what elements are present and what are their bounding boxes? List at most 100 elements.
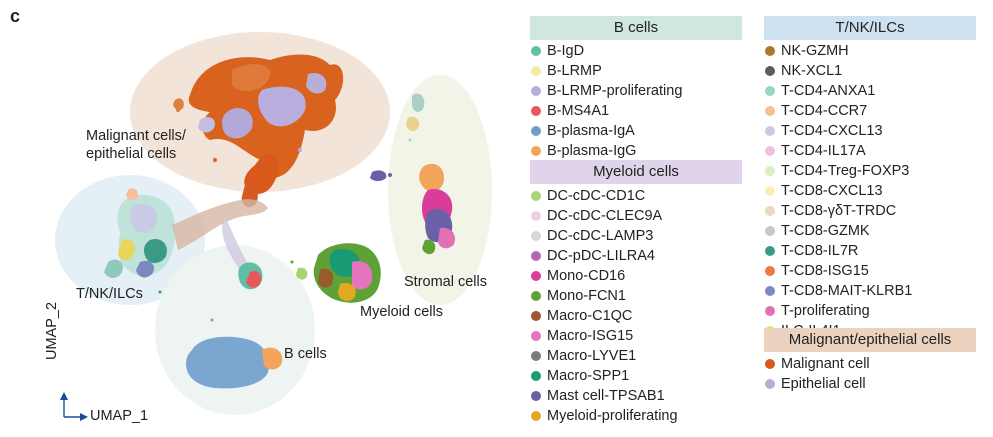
legend-item: DC-cDC-LAMP3 (531, 226, 653, 246)
legend-dot (765, 306, 775, 316)
legend-item: DC-cDC-CLEC9A (531, 206, 662, 226)
legend-item: Malignant cell (765, 354, 870, 374)
legend-dot (765, 66, 775, 76)
legend-item-label: B-LRMP-proliferating (547, 83, 683, 99)
legend-dot (765, 186, 775, 196)
legend-item-label: T-CD8-γδT-TRDC (781, 203, 897, 219)
legend-item-label: DC-cDC-LAMP3 (547, 228, 654, 244)
legend-item: NK-GZMH (765, 41, 849, 61)
legend-item-label: Macro-ISG15 (547, 328, 634, 344)
legend-dot (531, 106, 541, 116)
legend-item-label: Macro-C1QC (547, 308, 633, 324)
legend-item-label: T-CD8-GZMK (781, 223, 870, 239)
legend-item-label: T-CD4-Treg-FOXP3 (781, 163, 910, 179)
legend-item-label: DC-cDC-CLEC9A (547, 208, 663, 224)
legend-item-label: B-LRMP (547, 63, 602, 79)
legend-dot (765, 166, 775, 176)
legend-dot (531, 351, 541, 361)
stromal-cluster (370, 93, 456, 255)
legend-header-tnk-ilcs: T/NK/ILCs (764, 16, 976, 40)
legend-item: T-CD4-Treg-FOXP3 (765, 161, 909, 181)
legend-item-label: T-CD4-IL17A (781, 143, 866, 159)
legend-dot (531, 211, 541, 221)
legend-item-label: DC-cDC-CD1C (547, 188, 646, 204)
tnk-cluster (104, 188, 176, 278)
legend-dot (531, 231, 541, 241)
legend-item: T-CD8-GZMK (765, 221, 870, 241)
legend-item: T-CD8-IL7R (765, 241, 858, 261)
legend-item: B-LRMP (531, 61, 602, 81)
legend-item-label: T-CD4-ANXA1 (781, 83, 876, 99)
legend-dot (765, 146, 775, 156)
legend-header-myeloid-cells: Myeloid cells (530, 160, 742, 184)
legend-dot (531, 411, 541, 421)
legend-dot (765, 379, 775, 389)
legend-item-label: Macro-LYVE1 (547, 348, 637, 364)
legend-item: Epithelial cell (765, 374, 866, 394)
legend-item: T-CD4-CXCL13 (765, 121, 883, 141)
legend-dot (765, 46, 775, 56)
legend-dot (531, 391, 541, 401)
legend-dot (531, 311, 541, 321)
legend-item: B-LRMP-proliferating (531, 81, 682, 101)
legend-item-label: Mono-FCN1 (547, 288, 626, 304)
legend-item-label: Malignant cell (781, 356, 870, 372)
legend-dot (531, 126, 541, 136)
legend-item: Mast cell-TPSAB1 (531, 386, 665, 406)
umap-x-axis-label: UMAP_1 (90, 408, 149, 424)
cluster-label-stromal: Stromal cells (404, 274, 487, 290)
legend-item-label: NK-GZMH (781, 43, 849, 59)
cluster-label-b-cells: B cells (284, 346, 327, 362)
legend-item: B-plasma-IgA (531, 121, 635, 141)
legend-dot (531, 191, 541, 201)
legend-dot (765, 206, 775, 216)
legend-item: Mono-FCN1 (531, 286, 626, 306)
legend-item: T-CD8-MAIT-KLRB1 (765, 281, 912, 301)
bridge (172, 199, 268, 250)
legend-item-label: B-plasma-IgA (547, 123, 635, 139)
legend-dot (765, 286, 775, 296)
legend-dot (531, 86, 541, 96)
legend-dot (531, 331, 541, 341)
legend-item: T-CD4-CCR7 (765, 101, 867, 121)
umap-y-axis-label: UMAP_2 (44, 301, 60, 360)
legend-dot (531, 271, 541, 281)
legend-dot (765, 226, 775, 236)
legend-item: Macro-ISG15 (531, 326, 633, 346)
legend-dot (531, 251, 541, 261)
legend-item: T-CD4-ANXA1 (765, 81, 875, 101)
bcell-halo (155, 245, 315, 415)
myeloid-cluster (296, 243, 381, 303)
legend-item: B-MS4A1 (531, 101, 609, 121)
legend-item-label: T-CD4-CXCL13 (781, 123, 883, 139)
legend-dot (765, 246, 775, 256)
legend-item-label: Mono-CD16 (547, 268, 626, 284)
legend-item: DC-cDC-CD1C (531, 186, 645, 206)
bcell-cluster (186, 262, 283, 389)
legend-dot (531, 46, 541, 56)
legend-item: Macro-LYVE1 (531, 346, 636, 366)
legend-item-label: T-CD8-IL7R (781, 243, 859, 259)
legend-item: T-CD8-ISG15 (765, 261, 869, 281)
cluster-label-myeloid: Myeloid cells (360, 304, 443, 320)
legend-item-label: NK-XCL1 (781, 63, 843, 79)
umap-axes (60, 392, 88, 421)
legend-item: Myeloid-proliferating (531, 406, 678, 426)
legend-item: T-CD4-IL17A (765, 141, 866, 161)
legend-item: DC-pDC-LILRA4 (531, 246, 655, 266)
umap-plot (55, 32, 492, 421)
legend-item-label: Epithelial cell (781, 376, 866, 392)
legend-item-label: Myeloid-proliferating (547, 408, 678, 424)
legend-item: T-proliferating (765, 301, 870, 321)
legend-item: Macro-SPP1 (531, 366, 629, 386)
cluster-label-tnk: T/NK/ILCs (76, 286, 143, 302)
satellite-points (158, 108, 412, 322)
legend-item-label: B-MS4A1 (547, 103, 610, 119)
legend-item: B-plasma-IgG (531, 141, 636, 161)
legend-dot (531, 291, 541, 301)
legend-item: T-CD8-γδT-TRDC (765, 201, 896, 221)
legend-item-label: Macro-SPP1 (547, 368, 630, 384)
legend-item: T-CD8-CXCL13 (765, 181, 883, 201)
legend-dot (765, 106, 775, 116)
legend-item-label: T-CD4-CCR7 (781, 103, 868, 119)
